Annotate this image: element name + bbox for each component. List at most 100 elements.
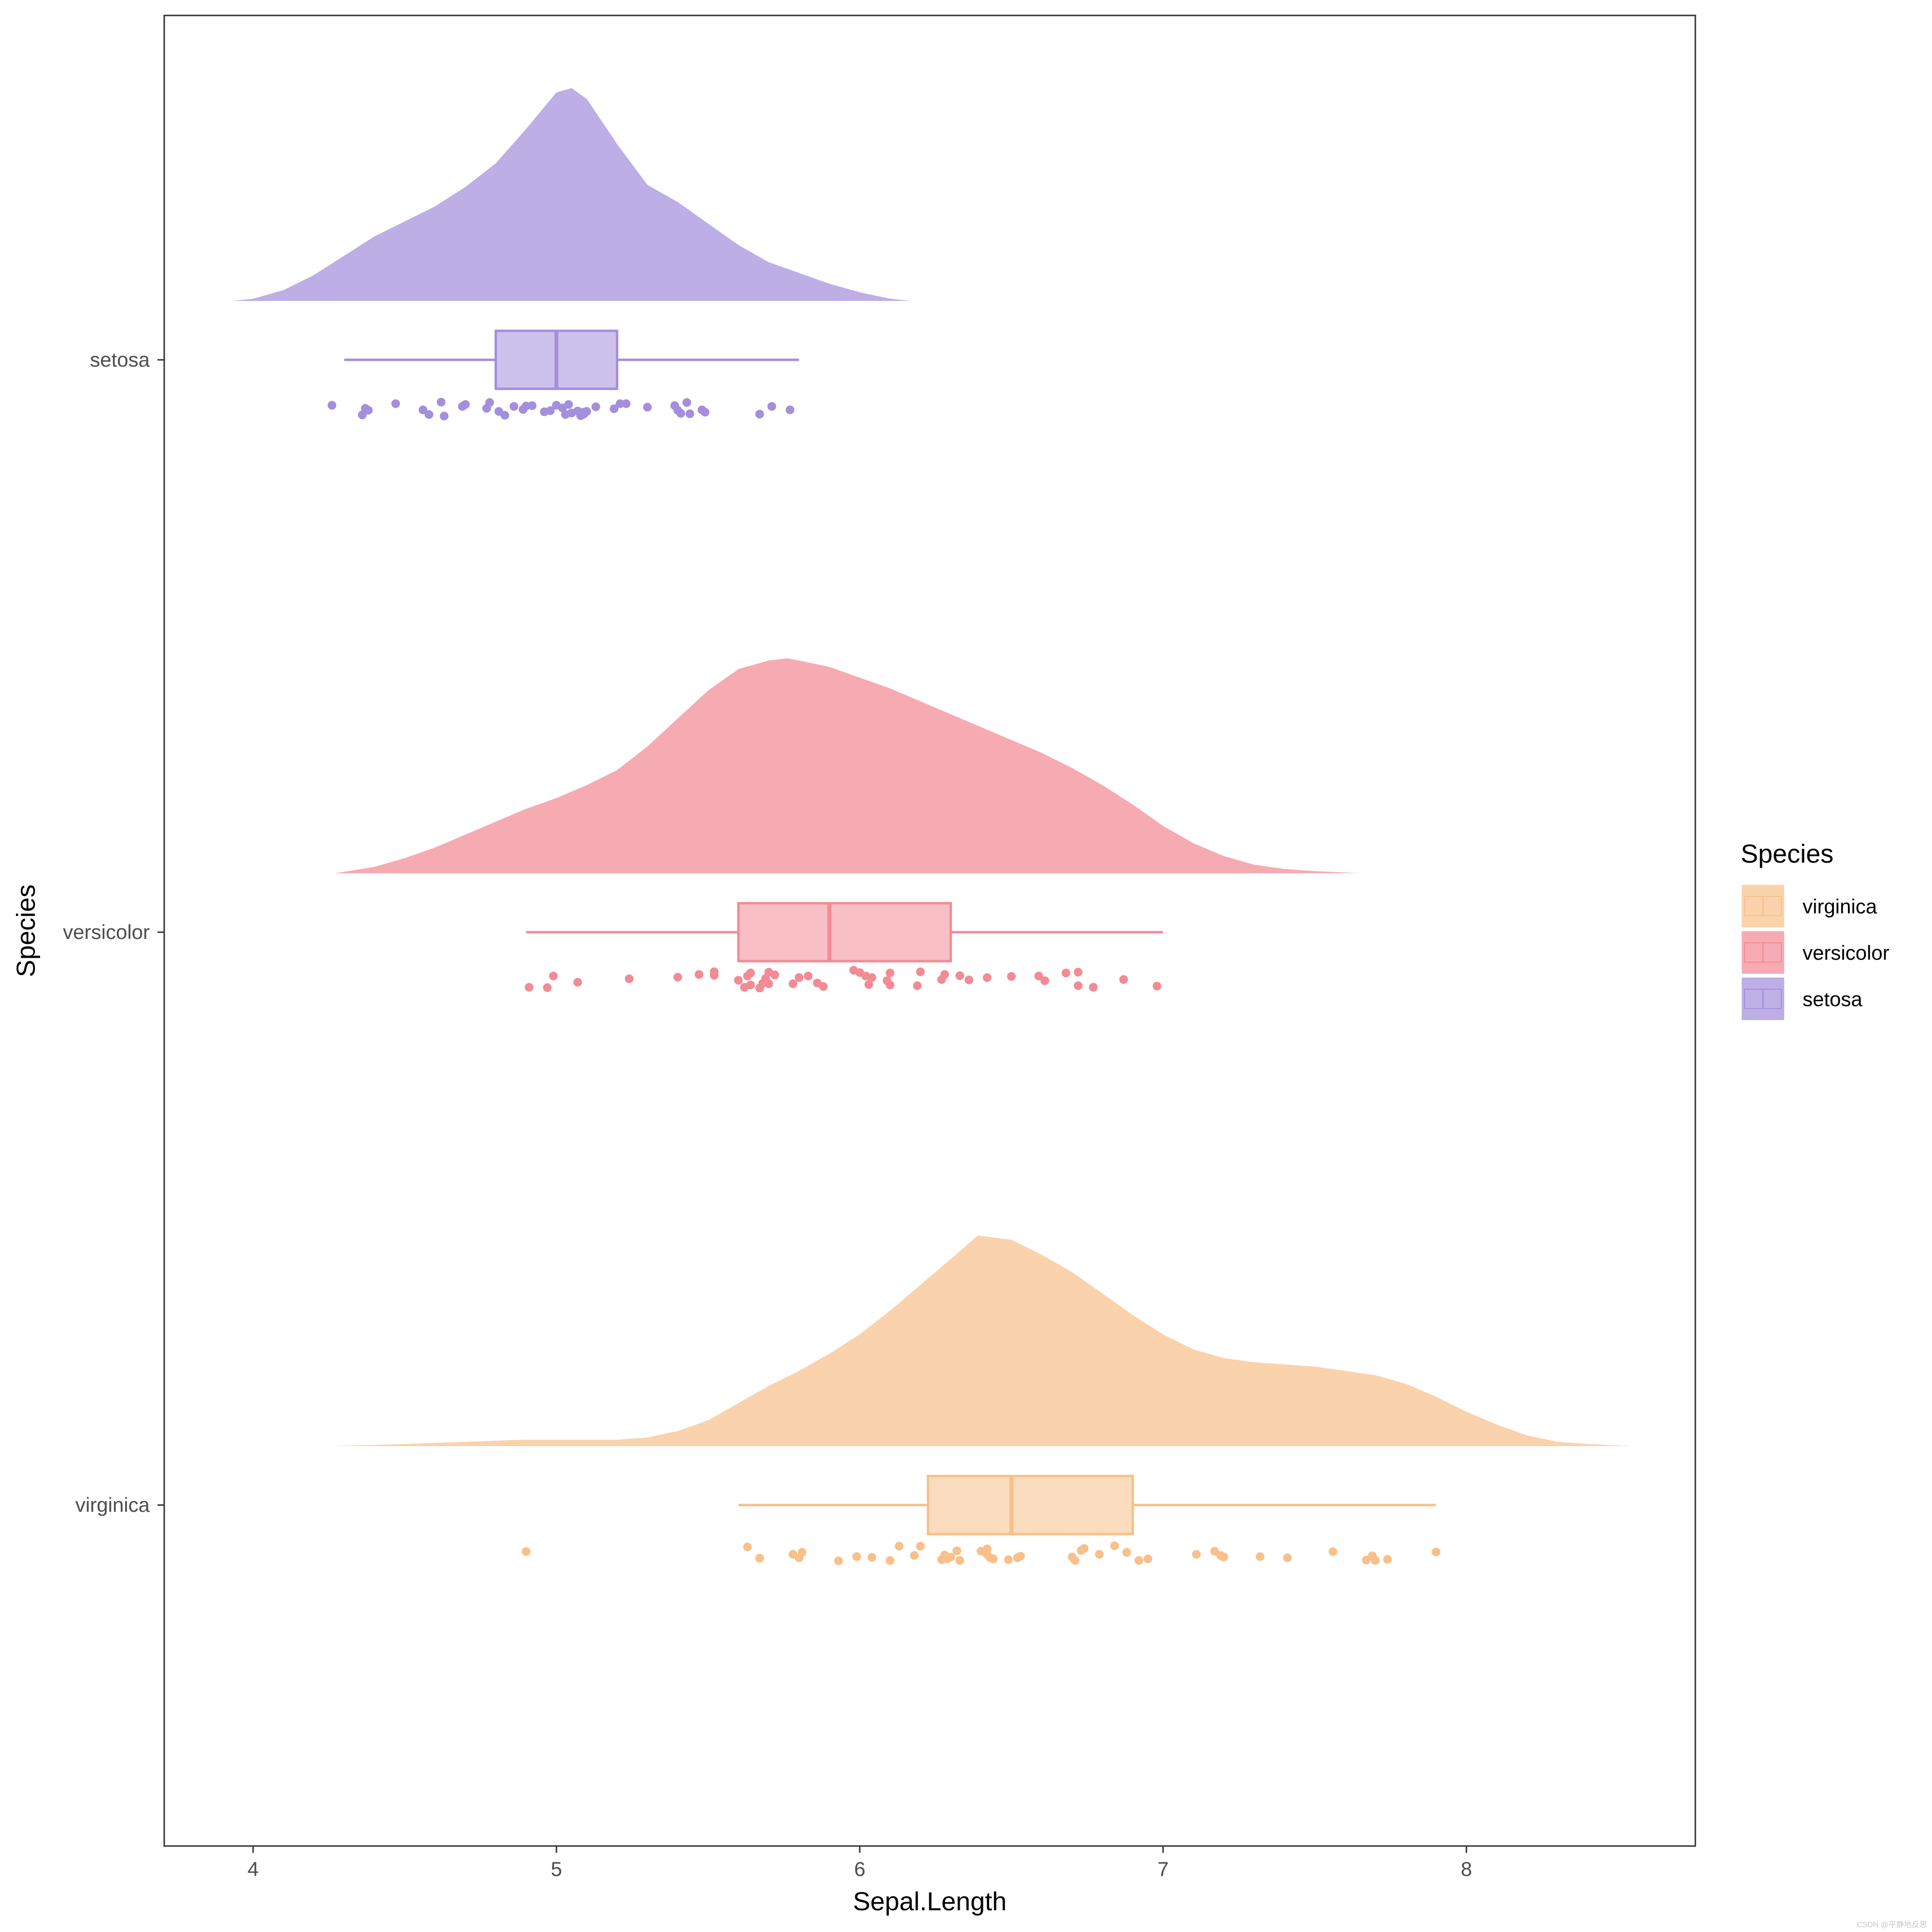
legend-label-virginica: virginica: [1803, 895, 1877, 918]
point-versicolor-21: [795, 973, 804, 982]
point-versicolor-36: [940, 970, 949, 979]
point-virginica-0: [522, 1547, 531, 1556]
point-virginica-36: [1192, 1550, 1201, 1559]
x-tick-label-7: 7: [1157, 1858, 1168, 1880]
point-versicolor-24: [819, 982, 828, 991]
point-versicolor-4: [625, 974, 634, 983]
point-setosa-10: [461, 400, 470, 409]
x-tick-label-8: 8: [1461, 1858, 1472, 1880]
point-setosa-38: [676, 409, 685, 418]
point-virginica-40: [1256, 1552, 1264, 1561]
point-setosa-34: [622, 399, 631, 408]
y-axis-title: Species: [12, 884, 41, 977]
point-virginica-26: [1016, 1552, 1025, 1561]
point-setosa-39: [682, 398, 691, 407]
point-versicolor-5: [673, 973, 682, 982]
point-virginica-7: [852, 1552, 861, 1561]
point-virginica-23: [989, 1554, 998, 1563]
point-setosa-45: [785, 405, 795, 414]
legend-entry-virginica: virginica: [1742, 885, 1877, 927]
point-versicolor-1: [543, 983, 552, 992]
point-virginica-30: [1080, 1544, 1089, 1553]
point-versicolor-38: [965, 975, 974, 984]
point-setosa-33: [615, 399, 625, 408]
point-versicolor-3: [573, 978, 582, 987]
point-virginica-18: [955, 1556, 965, 1565]
panel-border: [163, 14, 1696, 1847]
x-tick-label-5: 5: [551, 1858, 562, 1880]
point-versicolor-9: [734, 976, 743, 985]
point-versicolor-47: [1119, 975, 1128, 984]
point-versicolor-18: [764, 979, 773, 988]
point-virginica-33: [1122, 1548, 1131, 1557]
point-virginica-8: [867, 1553, 877, 1562]
plot-area: [232, 88, 1631, 1565]
legend-entry-setosa: setosa: [1742, 978, 1862, 1020]
point-setosa-14: [500, 411, 510, 420]
point-setosa-1: [358, 411, 367, 419]
legend: Species virginica versicolor setosa: [1741, 839, 1889, 1020]
point-virginica-5: [797, 1548, 807, 1557]
point-virginica-32: [1110, 1541, 1119, 1550]
point-virginica-35: [1143, 1554, 1152, 1563]
series-setosa: [232, 88, 911, 421]
point-virginica-47: [1432, 1548, 1441, 1557]
point-versicolor-22: [804, 971, 813, 980]
point-virginica-12: [916, 1542, 925, 1551]
point-virginica-24: [1004, 1555, 1013, 1564]
density-virginica: [335, 1235, 1631, 1446]
point-virginica-9: [885, 1556, 895, 1565]
point-virginica-39: [1219, 1552, 1228, 1562]
y-tick-label-setosa: setosa: [90, 348, 150, 371]
point-virginica-17: [952, 1546, 961, 1555]
point-versicolor-29: [867, 973, 877, 982]
point-versicolor-46: [1089, 983, 1098, 992]
axes: setosa versicolor virginica 4 5 6 7 8: [63, 348, 1472, 1880]
point-virginica-43: [1362, 1556, 1371, 1564]
point-virginica-41: [1283, 1553, 1292, 1563]
point-virginica-16: [946, 1552, 955, 1562]
point-versicolor-44: [1074, 967, 1083, 977]
point-versicolor-28: [864, 980, 873, 989]
point-versicolor-20: [788, 979, 797, 988]
legend-title: Species: [1741, 839, 1833, 868]
point-versicolor-48: [1152, 981, 1162, 991]
point-virginica-6: [834, 1556, 843, 1565]
point-virginica-31: [1095, 1550, 1104, 1559]
box-versicolor: [737, 902, 952, 963]
point-versicolor-19: [770, 970, 780, 980]
watermark-text: CSDN @平静地反思: [1857, 1920, 1927, 1929]
density-versicolor: [335, 658, 1361, 873]
point-versicolor-6: [695, 970, 704, 979]
point-versicolor-32: [885, 980, 895, 990]
point-versicolor-2: [549, 971, 558, 980]
y-tick-label-virginica: virginica: [75, 1493, 150, 1516]
point-setosa-42: [700, 408, 710, 417]
density-setosa: [232, 88, 911, 301]
point-virginica-46: [1383, 1555, 1392, 1564]
point-versicolor-43: [1062, 968, 1070, 978]
point-versicolor-31: [885, 968, 895, 978]
point-versicolor-45: [1074, 981, 1083, 990]
point-versicolor-8: [710, 971, 719, 980]
point-virginica-2: [755, 1554, 764, 1563]
legend-entry-versicolor: versicolor: [1742, 931, 1889, 974]
point-setosa-0: [327, 401, 337, 410]
point-setosa-5: [418, 405, 427, 414]
point-versicolor-34: [916, 967, 925, 976]
point-versicolor-40: [1007, 972, 1016, 981]
point-virginica-1: [743, 1542, 752, 1551]
point-setosa-30: [582, 407, 591, 416]
point-setosa-43: [755, 410, 764, 419]
point-virginica-28: [1070, 1556, 1080, 1565]
y-tick-label-versicolor: versicolor: [63, 921, 150, 943]
point-setosa-20: [546, 406, 555, 415]
point-virginica-34: [1134, 1556, 1143, 1565]
point-virginica-45: [1371, 1556, 1380, 1565]
point-setosa-18: [527, 401, 537, 410]
point-versicolor-41: [1034, 971, 1043, 980]
point-setosa-40: [685, 409, 695, 418]
point-setosa-3: [364, 406, 373, 415]
point-versicolor-39: [982, 973, 992, 982]
point-versicolor-33: [913, 981, 922, 990]
